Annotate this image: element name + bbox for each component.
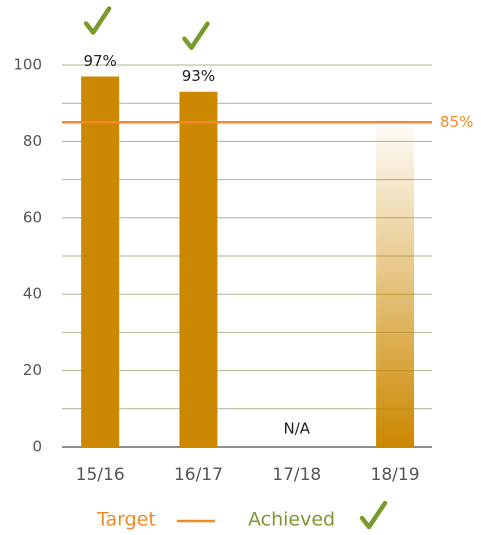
y-tick-label: 60 [23,208,42,226]
bar [179,91,218,448]
legend-target: Target [96,509,156,531]
achieved-check [182,21,210,50]
achieved-check [83,6,112,35]
x-tick-label: 15/16 [76,465,125,485]
legend-achieved: Achieved [248,509,335,531]
bar [81,76,120,448]
value-label: N/A [283,420,310,438]
y-tick-label: 40 [23,285,42,303]
bar [376,126,415,448]
legend-check [359,500,388,530]
value-label: 93% [182,67,215,85]
y-tick-label: 100 [13,56,42,74]
x-tick-label: 18/19 [371,465,420,485]
y-tick-label: 80 [23,132,42,150]
y-tick-label: 20 [23,361,42,379]
x-tick-label: 17/18 [272,465,321,485]
x-tick-label: 16/17 [174,465,223,485]
target-label: 85% [440,113,473,131]
value-label: 97% [83,52,116,70]
y-tick-label: 0 [32,438,42,456]
